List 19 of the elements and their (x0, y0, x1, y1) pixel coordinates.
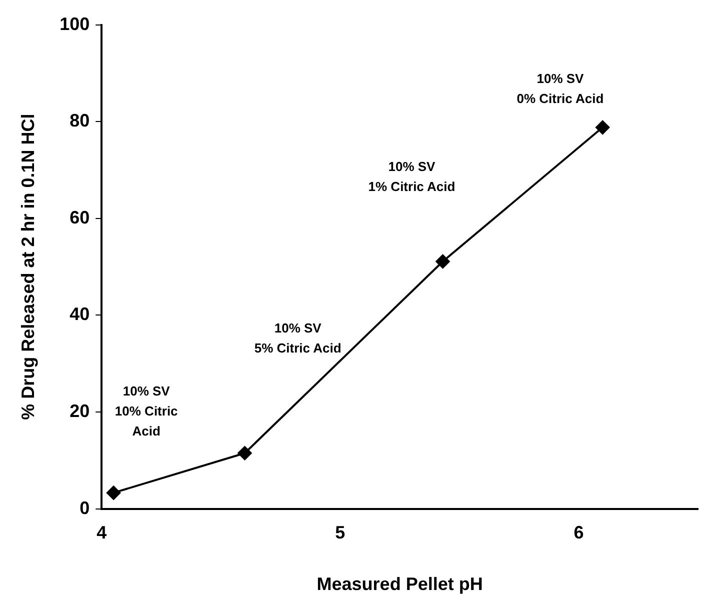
y-tick-label: 0 (80, 498, 90, 518)
y-tick-label: 60 (70, 207, 90, 228)
y-tick-label: 80 (70, 110, 90, 131)
y-axis-title: % Drug Released at 2 hr in 0.1N HCl (18, 114, 38, 420)
y-tick-label: 20 (70, 400, 90, 421)
point (596, 120, 610, 134)
x-tick-label: 4 (96, 522, 107, 543)
point (238, 446, 252, 460)
y-tick-label: 40 (70, 304, 90, 324)
annotation: 10% SV 5% Citric Acid (254, 320, 342, 356)
x-tick-label: 5 (335, 522, 346, 543)
point (106, 486, 121, 500)
x-axis-title: Measured Pellet pH (316, 574, 483, 594)
point (436, 254, 450, 268)
y-tick-label: 100 (60, 14, 90, 34)
annotation: 10% SV 1% Citric Acid (368, 158, 456, 194)
x-tick-label: 6 (574, 522, 584, 543)
annotation: 10% SV 0% Citric Acid (516, 70, 604, 106)
annotation: 10% SV 10% Citric Acid (114, 384, 178, 439)
